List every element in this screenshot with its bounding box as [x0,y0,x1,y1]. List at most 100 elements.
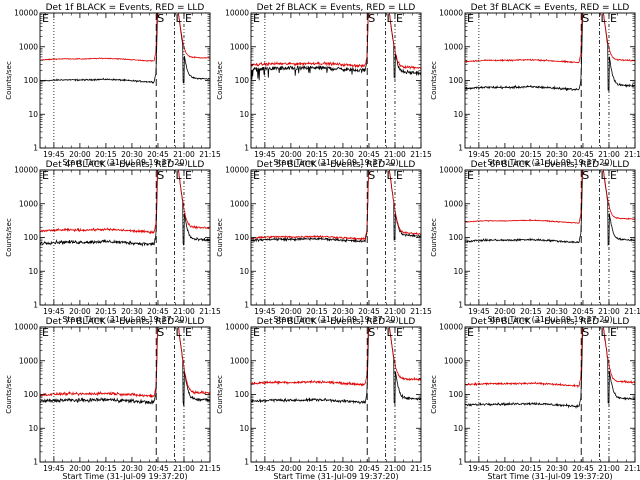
y-tick-label: 1 [33,301,38,310]
x-tick-label: 21:15 [199,464,221,473]
x-tick-label: 21:00 [598,464,620,473]
y-tick-label: 1000 [230,199,249,208]
marker-letter-l: L [600,169,607,182]
panel-title: Det 2f BLACK = Events, RED = LLD [257,3,416,13]
marker-letter-start: E [253,12,260,25]
x-tick-label: 20:00 [280,150,302,159]
y-tick-label: 10 [239,110,249,119]
marker-letter-l: L [175,326,182,339]
lld-series-line [465,13,635,64]
y-tick-label: 1000 [444,356,463,365]
y-tick-label: 1000 [444,42,463,51]
y-tick-label: 100 [449,233,464,242]
x-tick-label: 21:15 [410,307,432,316]
x-tick-label: 20:30 [546,307,568,316]
x-axis-label: Start Time (31-Jul-09 19:37:20) [273,315,398,324]
x-axis-label: Start Time (31-Jul-09 19:37:20) [62,315,187,324]
x-tick-label: 19:45 [468,307,490,316]
lld-series-line [251,170,421,242]
y-tick-label: 1000 [19,356,38,365]
x-tick-label: 20:30 [332,464,354,473]
x-tick-label: 19:45 [468,150,490,159]
y-tick-label: 10 [28,424,38,433]
x-tick-label: 20:45 [572,464,594,473]
x-tick-label: 20:45 [572,307,594,316]
x-tick-label: 20:00 [280,307,302,316]
x-tick-label: 20:30 [121,464,143,473]
x-axis-label: Start Time (31-Jul-09 19:37:20) [273,158,398,167]
x-tick-label: 20:00 [494,464,516,473]
x-tick-label: 20:15 [95,150,117,159]
y-tick-label: 100 [24,233,39,242]
y-tick-label: 100 [235,76,250,85]
x-tick-label: 21:00 [173,307,195,316]
x-tick-label: 20:15 [520,150,542,159]
lld-series-line [40,13,210,62]
marker-letter-s: S [582,326,589,339]
x-tick-label: 20:00 [280,464,302,473]
y-tick-label: 10 [28,110,38,119]
panel-title: Det 7f BLACK = Events, RED = LLD [46,317,205,327]
panel-title: Det 4f BLACK = Events, RED = LLD [46,160,205,170]
lld-series-line [465,327,635,389]
y-tick-label: 10 [453,267,463,276]
marker-letter-end: E [610,326,617,339]
marker-letter-end: E [396,326,403,339]
marker-letter-end: E [185,169,192,182]
y-tick-label: 1 [458,301,463,310]
events-series-line [40,13,210,84]
y-axis-label: Counts/sec [216,61,224,100]
x-tick-label: 19:45 [43,464,65,473]
x-tick-label: 20:30 [332,150,354,159]
lld-series-line [40,327,210,399]
panel-title: Det 3f BLACK = Events, RED = LLD [471,3,630,13]
x-tick-label: 20:15 [306,150,328,159]
marker-letter-start: E [42,169,49,182]
marker-letter-s: S [157,12,164,25]
y-axis-label: Counts/sec [5,218,13,257]
x-tick-label: 20:15 [520,307,542,316]
marker-letter-l: L [386,169,393,182]
marker-letter-end: E [396,169,403,182]
x-axis-label: Start Time (31-Jul-09 19:37:20) [62,158,187,167]
marker-letter-end: E [185,326,192,339]
x-tick-label: 20:00 [69,150,91,159]
lld-series-line [40,170,210,235]
y-tick-label: 1000 [19,42,38,51]
x-tick-label: 19:45 [43,150,65,159]
marker-letter-s: S [368,12,375,25]
y-tick-label: 1 [244,144,249,153]
marker-letter-l: L [600,326,607,339]
x-tick-label: 21:00 [598,307,620,316]
y-tick-label: 100 [235,390,250,399]
marker-letter-start: E [467,169,474,182]
marker-letter-start: E [253,326,260,339]
y-tick-label: 10 [239,267,249,276]
panel-title: Det 8f BLACK = Events, RED = LLD [257,317,416,327]
x-tick-label: 19:45 [254,150,276,159]
panel-title: Det 1f BLACK = Events, RED = LLD [46,3,205,13]
marker-letter-end: E [610,12,617,25]
x-tick-label: 20:45 [358,150,380,159]
lld-series-line [251,13,421,71]
y-tick-label: 100 [24,390,39,399]
y-axis-label: Counts/sec [430,61,438,100]
x-tick-label: 20:15 [95,307,117,316]
y-tick-label: 10 [453,110,463,119]
y-tick-label: 10000 [14,166,38,175]
y-tick-label: 10 [239,424,249,433]
x-tick-label: 20:30 [546,464,568,473]
x-tick-label: 21:00 [173,150,195,159]
marker-letter-s: S [582,169,589,182]
x-tick-label: 19:45 [43,307,65,316]
marker-letter-start: E [467,12,474,25]
x-tick-label: 20:30 [121,307,143,316]
marker-letter-l: L [175,169,182,182]
panel-title: Det 6f BLACK = Events, RED = LLD [471,160,630,170]
x-tick-label: 20:15 [306,464,328,473]
